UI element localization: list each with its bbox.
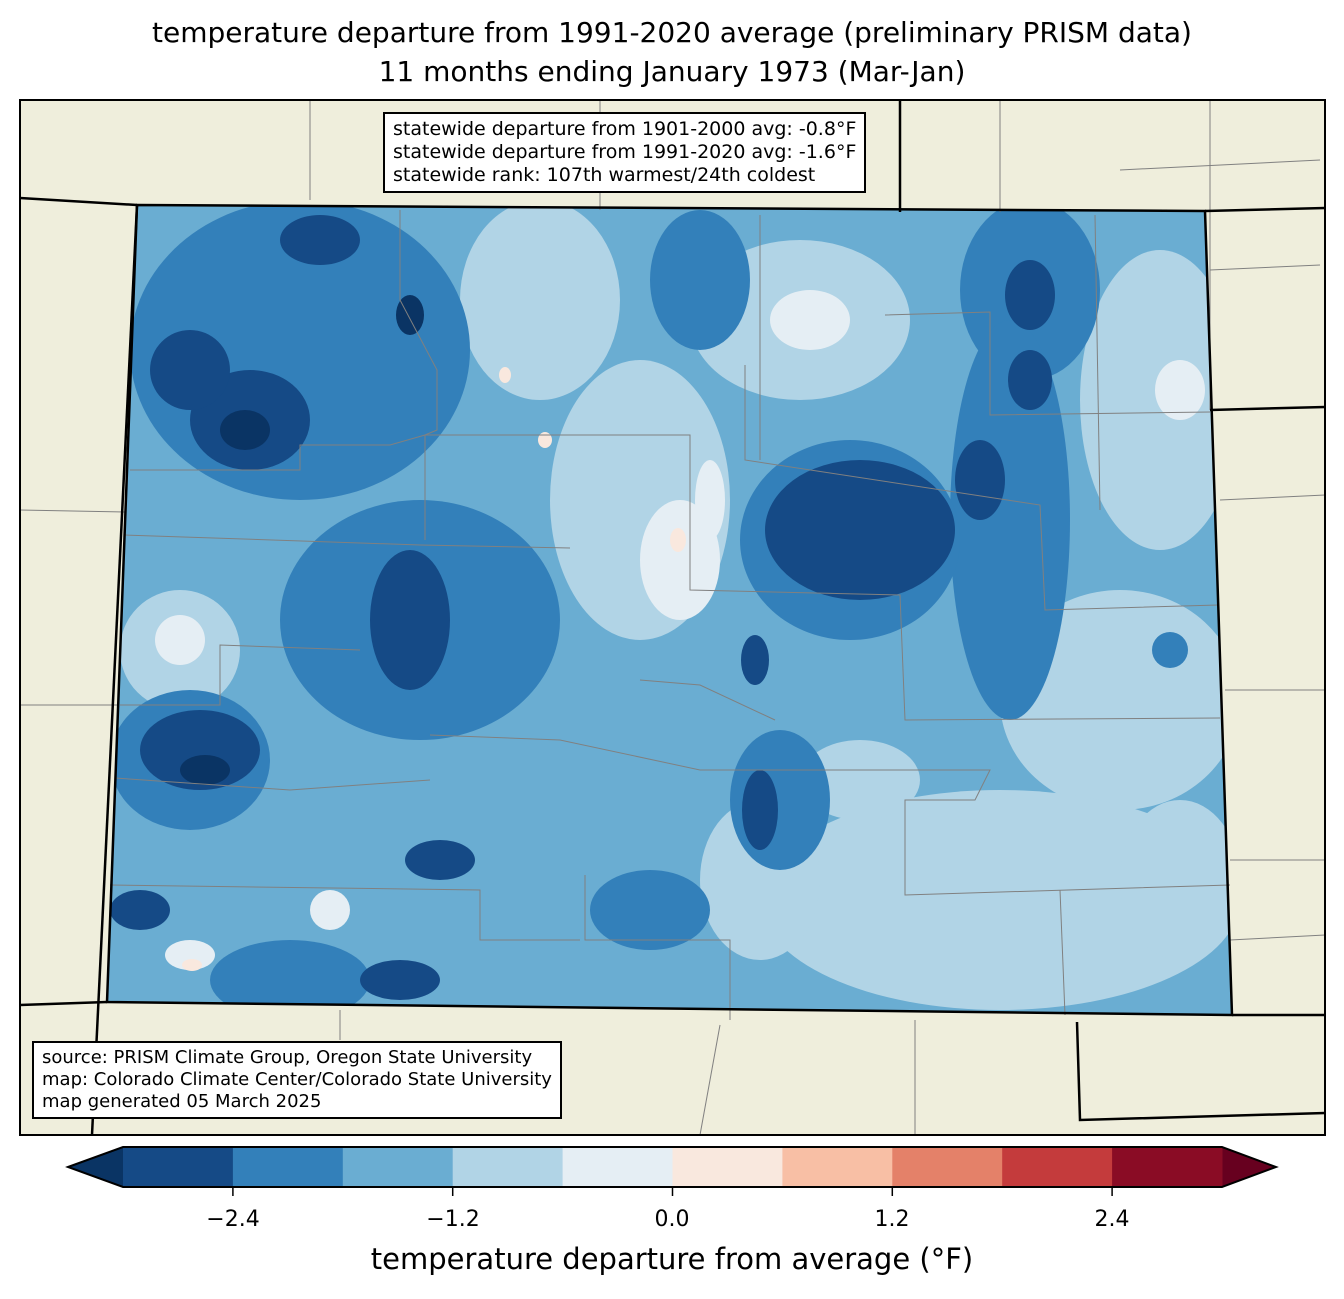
state-borders <box>19 100 1326 1136</box>
generated-date-line: map generated 05 March 2025 <box>42 1091 322 1112</box>
colorbar-tick-label: −1.2 <box>426 1207 480 1232</box>
colorbar-segment <box>1112 1147 1223 1187</box>
colorbar-segment <box>672 1147 783 1187</box>
source-box: source: PRISM Climate Group, Oregon Stat… <box>32 1041 562 1119</box>
colorbar-tick-label: −2.4 <box>206 1207 260 1232</box>
colorbar-extend-high <box>1222 1147 1276 1187</box>
map-frame <box>19 99 1326 1136</box>
colorbar-segment <box>562 1147 673 1187</box>
colorbar-tick-label: 2.4 <box>1094 1207 1130 1232</box>
stats-1901-2000: statewide departure from 1901-2000 avg: … <box>393 118 857 140</box>
colorbar-label: temperature departure from average (°F) <box>370 1242 974 1276</box>
contour-warm <box>182 367 686 971</box>
colorbar-segment <box>1002 1147 1113 1187</box>
colorbar-tick-label: 0.0 <box>654 1207 690 1232</box>
colorbar-outline <box>65 1146 1279 1188</box>
colorbar-extend-low <box>68 1147 123 1187</box>
source-line: source: PRISM Climate Group, Oregon Stat… <box>42 1047 533 1068</box>
stats-rank: statewide rank: 107th warmest/24th colde… <box>393 164 816 186</box>
colorbar-segment <box>452 1147 564 1187</box>
colorbar-segment <box>892 1147 1003 1187</box>
temperature-field <box>107 205 1232 1015</box>
colorbar-segment <box>232 1147 344 1187</box>
contour-dark-blue <box>110 215 1055 1000</box>
colorbar-segment <box>123 1147 234 1187</box>
title-line-1: temperature departure from 1991-2020 ave… <box>152 16 1192 49</box>
colorbar-segment <box>782 1147 893 1187</box>
stats-1991-2020: statewide departure from 1991-2020 avg: … <box>393 141 857 163</box>
colorbar-tick-label: 1.2 <box>874 1207 910 1232</box>
statewide-stats-box: statewide departure from 1901-2000 avg: … <box>383 112 867 193</box>
map-credit-line: map: Colorado Climate Center/Colorado St… <box>42 1069 552 1090</box>
colorbar-segment <box>342 1147 454 1187</box>
county-lines <box>109 210 1231 1020</box>
colorbar <box>65 1146 1279 1196</box>
title-line-2: 11 months ending January 1973 (Mar-Jan) <box>378 55 966 88</box>
